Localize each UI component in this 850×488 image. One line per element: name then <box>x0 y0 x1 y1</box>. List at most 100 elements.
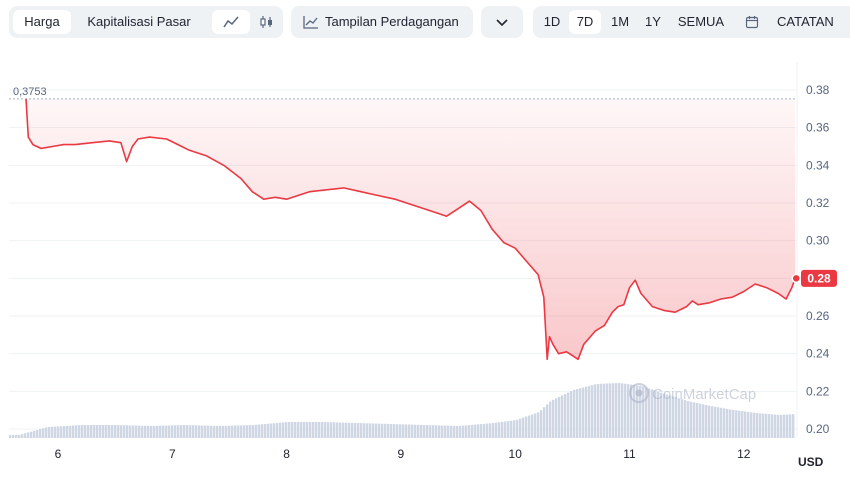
volume-bar <box>513 420 516 438</box>
volume-bar <box>717 407 720 438</box>
volume-bar <box>618 383 621 438</box>
volume-bar <box>588 385 591 438</box>
volume-bar <box>726 408 729 438</box>
volume-bar <box>15 435 18 438</box>
volume-bar <box>174 425 177 438</box>
notes-button[interactable]: CATATAN <box>777 14 834 29</box>
volume-bar <box>783 414 786 438</box>
volume-bar <box>609 383 612 438</box>
x-tick-label: 6 <box>55 447 62 461</box>
volume-bar <box>336 422 339 438</box>
volume-bar <box>12 435 15 438</box>
volume-bar <box>543 407 546 438</box>
volume-bar <box>54 426 57 438</box>
volume-bar <box>189 425 192 438</box>
volume-bar <box>204 425 207 438</box>
volume-bar <box>738 410 741 438</box>
volume-bar <box>180 425 183 438</box>
volume-bar <box>768 414 771 438</box>
volume-bar <box>318 422 321 438</box>
price-chart-svg: CoinMarketCap 0,3753 0.38 0.36 0.34 0.32 0.3… <box>9 62 837 469</box>
more-options-button[interactable] <box>481 6 523 38</box>
volume-bar <box>534 413 537 438</box>
trend-chart-icon <box>301 10 321 34</box>
volume-bar <box>525 416 528 438</box>
volume-bar <box>108 425 111 438</box>
volume-bar <box>465 425 468 438</box>
tab-market-cap[interactable]: Kapitalisasi Pasar <box>87 14 191 29</box>
volume-bar <box>66 425 69 438</box>
volume-bar <box>540 410 543 438</box>
range-1y[interactable]: 1Y <box>645 14 661 29</box>
volume-bar <box>102 425 105 438</box>
range-all[interactable]: SEMUA <box>677 14 725 29</box>
volume-bar <box>270 423 273 438</box>
volume-bar <box>84 425 87 438</box>
volume-bar <box>789 414 792 438</box>
volume-bar <box>339 422 342 438</box>
volume-bar <box>522 417 525 438</box>
volume-bar <box>675 397 678 438</box>
tab-price[interactable]: Harga <box>13 10 71 34</box>
volume-bar <box>306 422 309 438</box>
calendar-icon[interactable] <box>739 10 765 34</box>
candlestick-icon[interactable] <box>252 10 282 34</box>
volume-bar <box>537 412 540 438</box>
volume-bar <box>60 426 63 438</box>
volume-bar <box>156 425 159 438</box>
volume-bar <box>228 425 231 438</box>
volume-bar <box>393 424 396 438</box>
volume-bar <box>750 412 753 438</box>
volume-bar <box>516 419 519 438</box>
volume-bar <box>399 424 402 438</box>
volume-bar <box>291 422 294 438</box>
range-1m[interactable]: 1M <box>610 14 630 29</box>
range-1d[interactable]: 1D <box>543 14 561 29</box>
volume-bar <box>576 389 579 438</box>
volume-bar <box>330 422 333 438</box>
volume-bar <box>501 421 504 438</box>
volume-bar <box>117 425 120 438</box>
volume-bar <box>9 435 12 438</box>
volume-bar <box>213 425 216 438</box>
volume-bar <box>612 383 615 438</box>
volume-bar <box>24 433 27 438</box>
volume-bar <box>435 425 438 438</box>
currency-label: USD <box>798 455 824 469</box>
volume-bar <box>456 425 459 438</box>
volume-bar <box>648 388 651 438</box>
volume-bar <box>357 423 360 438</box>
volume-bar <box>714 406 717 438</box>
volume-bar <box>555 398 558 438</box>
volume-bar <box>564 394 567 438</box>
range-7d[interactable]: 7D <box>569 10 601 34</box>
x-tick-label: 8 <box>283 447 290 461</box>
volume-bar <box>96 425 99 438</box>
volume-bar <box>594 384 597 438</box>
volume-bar <box>120 425 123 438</box>
volume-bar <box>381 423 384 438</box>
volume-bar <box>150 425 153 438</box>
volume-bar <box>261 424 264 438</box>
volume-bar <box>360 423 363 438</box>
volume-bar <box>90 425 93 438</box>
volume-bar <box>519 418 522 438</box>
chevron-down-icon <box>492 10 512 34</box>
line-chart-icon[interactable] <box>212 10 250 34</box>
volume-bar <box>417 424 420 438</box>
volume-bar <box>480 424 483 438</box>
volume-bar <box>450 425 453 438</box>
volume-bar <box>453 425 456 438</box>
volume-bar <box>414 424 417 438</box>
volume-bar <box>234 425 237 438</box>
trading-view-button[interactable]: Tampilan Perdagangan <box>291 6 473 38</box>
volume-bar <box>426 425 429 438</box>
volume-bar <box>33 430 36 438</box>
volume-bar <box>192 425 195 438</box>
volume-bar <box>429 425 432 438</box>
volume-bar <box>63 426 66 438</box>
volume-bar <box>258 424 261 438</box>
volume-bar <box>177 425 180 438</box>
price-line <box>25 98 796 361</box>
volume-bar <box>567 392 570 438</box>
